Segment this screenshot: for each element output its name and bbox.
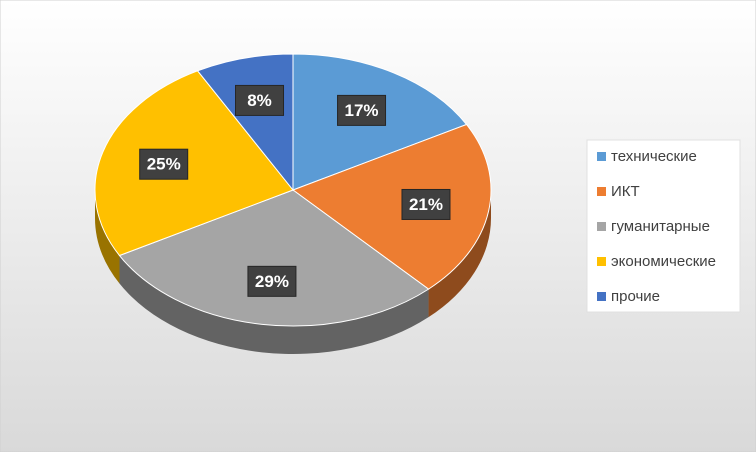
- legend-marker: [597, 222, 606, 231]
- legend-marker: [597, 292, 606, 301]
- slice-side: [95, 190, 120, 284]
- data-label-box: [235, 84, 285, 116]
- legend-label: ИКТ: [611, 183, 640, 200]
- data-label: 17%: [345, 101, 379, 120]
- data-label-box: [139, 148, 189, 180]
- legend-marker: [597, 152, 606, 161]
- legend-label: экономические: [611, 253, 716, 270]
- legend-box: [586, 139, 741, 313]
- data-label-box: [401, 188, 451, 220]
- slice: [291, 123, 492, 290]
- data-label-box: [247, 265, 297, 297]
- data-label-box: [337, 94, 387, 126]
- legend-label: прочие: [611, 288, 660, 305]
- data-label: 25%: [147, 155, 181, 174]
- data-label: 8%: [247, 91, 272, 110]
- slice-side: [119, 255, 429, 354]
- data-label: 29%: [255, 272, 289, 291]
- slice-side: [428, 190, 491, 318]
- slice: [94, 70, 294, 257]
- legend-label: гуманитарные: [611, 218, 710, 235]
- legend-label: технические: [611, 148, 697, 165]
- legend-marker: [597, 187, 606, 196]
- slice: [118, 189, 430, 327]
- legend-marker: [597, 257, 606, 266]
- data-label: 21%: [409, 195, 443, 214]
